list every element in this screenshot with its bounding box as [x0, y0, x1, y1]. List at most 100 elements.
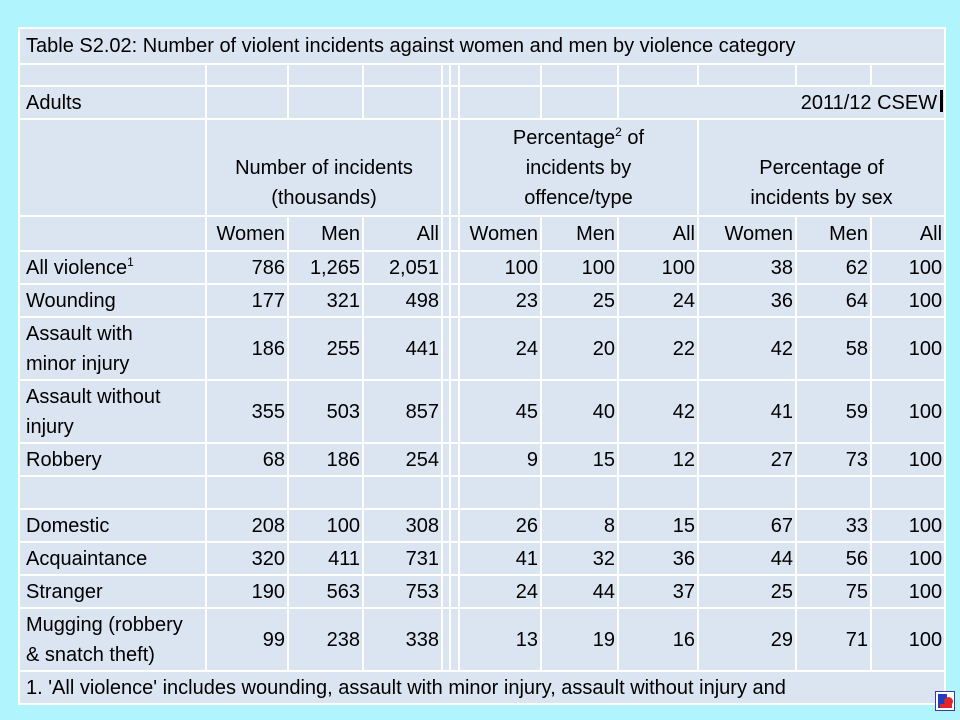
pct-by-type-all-cell: 12 — [617, 442, 699, 477]
column-header-men: Men — [540, 215, 619, 252]
empty-cell — [205, 475, 289, 510]
row-label-cell: Assault without injury — [18, 379, 207, 444]
incidents-women-cell: 320 — [205, 541, 289, 576]
incidents-all-cell: 441 — [362, 316, 443, 381]
gap-cell — [441, 379, 451, 444]
incidents-men-cell: 255 — [287, 316, 364, 381]
row-label-line: & snatch theft) — [26, 640, 203, 670]
empty-cell — [205, 63, 289, 87]
incidents-men-cell: 563 — [287, 574, 364, 609]
group-header-text: Percentage — [512, 127, 616, 149]
pct-by-sex-women-cell: 29 — [697, 607, 797, 672]
incidents-women-cell: 355 — [205, 379, 289, 444]
row-label-text: Acquaintance — [26, 547, 148, 570]
incidents-all-cell: 308 — [362, 508, 443, 543]
pct-by-type-all-cell: 42 — [617, 379, 699, 444]
table-row: Assault with minor injury 186 255 441 24 20 22 4… — [18, 316, 947, 381]
pct-by-type-men-cell: 15 — [540, 442, 619, 477]
row-label-cell: Acquaintance — [18, 541, 207, 576]
logo-part — [940, 704, 952, 708]
empty-cell — [617, 475, 699, 510]
empty-cell — [540, 63, 619, 87]
row-label-text: & snatch theft) — [26, 643, 155, 666]
gap-cell — [449, 508, 460, 543]
table-row: Domestic 208 100 308 26 8 15 67 33 100 — [18, 508, 947, 543]
empty-cell — [287, 475, 364, 510]
empty-cell — [205, 85, 289, 120]
pct-by-type-women-cell: 41 — [458, 541, 542, 576]
pct-by-type-all-cell: 36 — [617, 541, 699, 576]
column-header-men: Men — [795, 215, 872, 252]
empty-cell — [18, 118, 207, 217]
footnote-marker: 1 — [127, 254, 134, 269]
row-label-text: injury — [26, 415, 74, 438]
row-label-text: Wounding — [26, 289, 116, 312]
title-row: Table S2.02: Number of violent incidents… — [17, 27, 947, 65]
footnote-row: 1. 'All violence' includes wounding, ass… — [17, 670, 947, 705]
pct-by-sex-all-cell: 100 — [869, 283, 947, 318]
row-label-cell: Robbery — [18, 442, 207, 477]
pct-by-sex-women-cell: 27 — [697, 442, 797, 477]
violence-table: Table S2.02: Number of violent incidents… — [17, 27, 947, 705]
row-label-line: Acquaintance — [26, 544, 203, 573]
incidents-women-cell: 208 — [205, 508, 289, 543]
row-label-cell: Mugging (robbery & snatch theft) — [18, 607, 207, 672]
row-label-line: minor injury — [26, 349, 203, 379]
pct-by-type-men-cell: 100 — [540, 250, 619, 285]
gap-cell — [441, 442, 451, 477]
row-label-text: Assault without — [26, 385, 161, 408]
empty-cell — [287, 63, 364, 87]
table-row: Acquaintance 320 411 731 41 32 36 44 56 100 — [18, 541, 947, 576]
slide-logo-icon — [935, 691, 955, 711]
row-label-line: All violence1 — [26, 253, 203, 282]
gap-cell — [441, 475, 451, 510]
row-label-cell: Assault with minor injury — [18, 316, 207, 381]
empty-cell — [287, 85, 364, 120]
empty-cell — [18, 475, 207, 510]
row-label-text: All violence — [26, 256, 128, 279]
logo-part — [938, 694, 947, 708]
column-header-row: Women Men All Women Men All Women Men Al… — [18, 215, 947, 252]
pct-by-type-men-cell: 44 — [540, 574, 619, 609]
gap-cell — [441, 283, 451, 318]
row-label-line: Assault without — [26, 382, 203, 412]
empty-cell — [795, 63, 872, 87]
incidents-all-cell: 857 — [362, 379, 443, 444]
empty-cell — [362, 475, 443, 510]
pct-by-type-women-cell: 23 — [458, 283, 542, 318]
pct-by-type-men-cell: 32 — [540, 541, 619, 576]
gap-cell — [441, 85, 451, 120]
group-header-line: Number of incidents — [235, 157, 413, 179]
spacer-row — [18, 475, 947, 510]
pct-by-sex-all-cell: 100 — [869, 316, 947, 381]
table-row: Wounding 177 321 498 23 25 24 36 64 100 — [18, 283, 947, 318]
pct-by-sex-women-cell: 44 — [697, 541, 797, 576]
pct-by-sex-men-cell: 62 — [795, 250, 872, 285]
gap-cell — [449, 215, 460, 252]
incidents-men-cell: 411 — [287, 541, 364, 576]
empty-cell — [362, 85, 443, 120]
gap-cell — [449, 541, 460, 576]
gap-cell — [449, 85, 460, 120]
gap-cell — [449, 607, 460, 672]
group-header-line: Percentage of — [759, 157, 884, 179]
pct-by-type-men-cell: 19 — [540, 607, 619, 672]
incidents-all-cell: 731 — [362, 541, 443, 576]
row-label-line: Robbery — [26, 445, 203, 474]
incidents-women-cell: 190 — [205, 574, 289, 609]
incidents-all-cell: 2,051 — [362, 250, 443, 285]
pct-by-sex-women-cell: 42 — [697, 316, 797, 381]
gap-cell — [449, 118, 460, 217]
pct-by-sex-all-cell: 100 — [869, 442, 947, 477]
incidents-men-cell: 238 — [287, 607, 364, 672]
column-header-women: Women — [697, 215, 797, 252]
pct-by-type-men-cell: 20 — [540, 316, 619, 381]
row-label-text: Stranger — [26, 580, 103, 603]
gap-cell — [449, 63, 460, 87]
empty-cell — [869, 475, 947, 510]
empty-cell — [540, 85, 619, 120]
pct-by-sex-men-cell: 64 — [795, 283, 872, 318]
source-cell[interactable]: 2011/12 CSEW — [616, 85, 947, 120]
incidents-men-cell: 1,265 — [287, 250, 364, 285]
incidents-women-cell: 186 — [205, 316, 289, 381]
